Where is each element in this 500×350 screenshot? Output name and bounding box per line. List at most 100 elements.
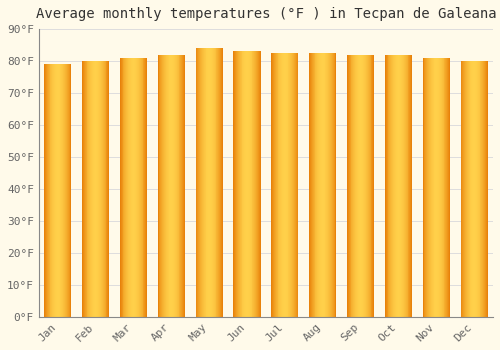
Bar xyxy=(199,48,200,317)
Bar xyxy=(482,61,483,317)
Bar xyxy=(139,58,140,317)
Bar xyxy=(53,64,54,317)
Bar xyxy=(400,55,401,317)
Bar xyxy=(86,61,88,317)
Bar xyxy=(127,58,128,317)
Bar xyxy=(122,58,124,317)
Bar xyxy=(44,64,45,317)
Bar xyxy=(128,58,129,317)
Bar xyxy=(175,55,176,317)
Bar xyxy=(366,55,367,317)
Bar xyxy=(212,48,213,317)
Bar xyxy=(286,53,288,317)
Bar xyxy=(428,58,429,317)
Bar xyxy=(140,58,141,317)
Bar xyxy=(180,55,182,317)
Bar xyxy=(214,48,216,317)
Bar xyxy=(216,48,218,317)
Bar xyxy=(311,53,312,317)
Bar xyxy=(365,55,366,317)
Bar xyxy=(206,48,208,317)
Bar xyxy=(487,61,488,317)
Bar xyxy=(256,51,257,317)
Bar xyxy=(314,53,316,317)
Bar xyxy=(290,53,291,317)
Bar xyxy=(402,55,403,317)
Bar xyxy=(392,55,393,317)
Bar xyxy=(349,55,350,317)
Bar xyxy=(328,53,329,317)
Bar xyxy=(58,64,59,317)
Bar xyxy=(356,55,357,317)
Bar xyxy=(210,48,211,317)
Bar xyxy=(292,53,293,317)
Bar xyxy=(84,61,86,317)
Bar xyxy=(275,53,276,317)
Bar xyxy=(330,53,331,317)
Bar xyxy=(271,53,272,317)
Bar xyxy=(460,61,462,317)
Bar xyxy=(46,64,47,317)
Bar xyxy=(406,55,408,317)
Bar xyxy=(134,58,136,317)
Bar xyxy=(395,55,396,317)
Bar xyxy=(235,51,236,317)
Bar xyxy=(438,58,439,317)
Bar xyxy=(370,55,372,317)
Bar xyxy=(348,55,349,317)
Bar xyxy=(99,61,100,317)
Bar xyxy=(70,64,72,317)
Bar xyxy=(424,58,426,317)
Bar xyxy=(478,61,480,317)
Bar xyxy=(242,51,244,317)
Bar xyxy=(52,64,53,317)
Bar xyxy=(334,53,336,317)
Bar xyxy=(360,55,362,317)
Bar xyxy=(472,61,473,317)
Bar xyxy=(442,58,444,317)
Bar xyxy=(182,55,183,317)
Bar xyxy=(393,55,394,317)
Bar xyxy=(354,55,355,317)
Bar xyxy=(247,51,248,317)
Bar xyxy=(436,58,437,317)
Bar xyxy=(166,55,167,317)
Bar xyxy=(124,58,126,317)
Bar xyxy=(93,61,94,317)
Bar xyxy=(248,51,249,317)
Bar xyxy=(367,55,368,317)
Bar xyxy=(357,55,358,317)
Bar xyxy=(463,61,464,317)
Bar xyxy=(213,48,214,317)
Bar xyxy=(244,51,245,317)
Bar xyxy=(62,64,63,317)
Bar xyxy=(466,61,467,317)
Bar xyxy=(470,61,472,317)
Bar xyxy=(234,51,235,317)
Bar xyxy=(347,55,348,317)
Bar xyxy=(385,55,386,317)
Bar xyxy=(396,55,398,317)
Bar xyxy=(278,53,280,317)
Bar xyxy=(90,61,91,317)
Bar xyxy=(137,58,138,317)
Bar xyxy=(258,51,259,317)
Bar xyxy=(473,61,474,317)
Bar xyxy=(273,53,274,317)
Bar xyxy=(296,53,298,317)
Bar xyxy=(321,53,322,317)
Bar xyxy=(96,61,98,317)
Bar xyxy=(102,61,103,317)
Bar xyxy=(427,58,428,317)
Bar xyxy=(477,61,478,317)
Bar xyxy=(218,48,219,317)
Bar xyxy=(65,64,66,317)
Bar xyxy=(245,51,246,317)
Bar xyxy=(236,51,237,317)
Bar xyxy=(320,53,321,317)
Bar xyxy=(316,53,318,317)
Bar xyxy=(211,48,212,317)
Bar xyxy=(136,58,137,317)
Bar xyxy=(238,51,239,317)
Bar xyxy=(202,48,203,317)
